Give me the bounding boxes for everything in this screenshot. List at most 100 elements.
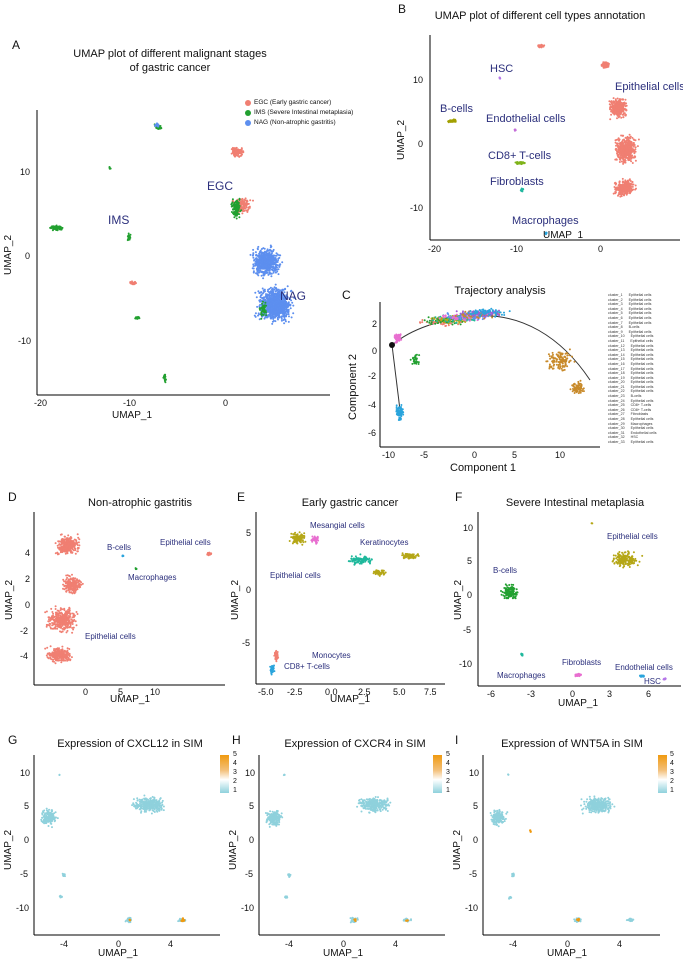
cluster-celltype: Epithelial cells bbox=[628, 315, 652, 320]
cluster-celltype: Epithelial cells bbox=[628, 293, 652, 297]
cluster-celltype: Epithelial cells bbox=[630, 371, 654, 376]
panel-h-ytick: -10 bbox=[241, 903, 255, 913]
cluster-id: cluster_3 bbox=[608, 302, 623, 307]
cluster-id: cluster_24 bbox=[608, 398, 625, 403]
cluster-legend-row: cluster_9 Epithelial cells bbox=[608, 330, 657, 335]
cluster-celltype: Epithelial cells bbox=[630, 426, 654, 431]
panel-e-xtick: -5.0 bbox=[258, 687, 274, 697]
cluster-celltype: Epithelial cells bbox=[628, 320, 652, 325]
cluster-legend-row: cluster_5 Epithelial cells bbox=[608, 311, 657, 316]
cluster-legend-row: cluster_24 Epithelial cells bbox=[608, 399, 657, 404]
cluster-celltype: Epithelial cells bbox=[630, 348, 654, 353]
cluster-legend-row: cluster_23 B-cells bbox=[608, 394, 657, 399]
panel-c-xtick: 10 bbox=[555, 450, 566, 460]
cluster-id: cluster_14 bbox=[608, 352, 625, 357]
panel-c-title: Trajectory analysis bbox=[454, 285, 546, 297]
cluster-celltype: Epithelial cells bbox=[630, 338, 654, 343]
panel-label-b: B bbox=[398, 2, 407, 16]
panel-a-title-line1: UMAP plot of different malignant stages bbox=[73, 48, 267, 60]
e-cd8 bbox=[269, 664, 276, 676]
cluster-celltype: Epithelial cells bbox=[630, 384, 654, 389]
cluster-legend-row: cluster_26 CD8+ T-cells bbox=[608, 408, 657, 413]
b-epi bbox=[600, 61, 610, 69]
cluster-legend-row: cluster_11 Epithelial cells bbox=[608, 339, 657, 344]
cluster-id: cluster_9 bbox=[608, 329, 623, 334]
panel-b-xtick: 0 bbox=[598, 244, 604, 254]
cluster-id: cluster_29 bbox=[608, 421, 625, 426]
panel-c-ytick: -4 bbox=[368, 400, 377, 410]
cluster-id: cluster_28 bbox=[608, 417, 625, 422]
panel-b-ytick: 10 bbox=[413, 75, 424, 85]
panel-a-ytick: 10 bbox=[20, 167, 31, 177]
trajectory-branch bbox=[391, 344, 401, 411]
cluster-ims-mixed bbox=[258, 300, 268, 320]
panel-b-ytick: -10 bbox=[410, 203, 424, 213]
panel-i-cbar-tick: 5 bbox=[670, 751, 674, 758]
cluster-legend-row: cluster_30 Epithelial cells bbox=[608, 426, 657, 431]
f-fibroblasts bbox=[574, 672, 582, 678]
panel-f-xtick: -3 bbox=[527, 689, 536, 699]
cluster-ims-left bbox=[49, 224, 64, 232]
panel-g-colorbar bbox=[220, 755, 229, 793]
cluster-egc bbox=[230, 146, 245, 158]
panel-h-xlabel: UMAP_1 bbox=[323, 948, 364, 959]
panel-a-ytick: 0 bbox=[25, 251, 31, 261]
cluster-legend-row: cluster_12 Epithelial cells bbox=[608, 344, 657, 349]
cluster-celltype: Macrophages bbox=[630, 421, 653, 426]
annotation-bcells: B-cells bbox=[440, 103, 474, 115]
panel-label-d: D bbox=[8, 490, 17, 504]
panel-g-ytick: -5 bbox=[20, 869, 29, 879]
panel-h-ytick: 10 bbox=[245, 768, 256, 778]
cluster-legend-row: cluster_31 Endothelial cells bbox=[608, 431, 657, 436]
panel-a-xtick: -20 bbox=[34, 398, 48, 408]
panel-a-title-line2: of gastric cancer bbox=[129, 62, 211, 74]
panel-h-ytick: -5 bbox=[245, 869, 254, 879]
cluster-celltype: Epithelial cells bbox=[628, 306, 652, 311]
cluster-legend-row: cluster_15 Epithelial cells bbox=[608, 357, 657, 362]
annotation-e-mesangial: Mesangial cells bbox=[310, 521, 365, 530]
panel-h-cbar-tick: 3 bbox=[446, 769, 450, 776]
cluster-celltype: Epithelial cells bbox=[630, 343, 654, 348]
annotation-d-bcells: B-cells bbox=[107, 543, 132, 552]
cluster-id: cluster_17 bbox=[608, 366, 625, 371]
expr-cells bbox=[58, 894, 63, 899]
annotation-e-keratinocytes: Keratinocytes bbox=[360, 538, 409, 547]
annotation-e-monocytes: Monocytes bbox=[312, 651, 351, 660]
panel-b-ytick: 0 bbox=[418, 139, 424, 149]
panel-g-cbar-tick: 3 bbox=[233, 769, 237, 776]
b-macrophages bbox=[544, 231, 548, 236]
panel-c-cluster-legend: cluster_1 Epithelial cells cluster_2 Epithe… bbox=[608, 293, 657, 445]
panel-g-ytick: 5 bbox=[24, 801, 30, 811]
panel-label-a: A bbox=[12, 38, 21, 52]
expr-cells bbox=[40, 807, 59, 829]
b-cd8 bbox=[514, 161, 526, 166]
annotation-f-epithelial: Epithelial cells bbox=[607, 532, 658, 541]
cluster-legend-row: cluster_4 Epithelial cells bbox=[608, 307, 657, 312]
panel-d-xtick: 5 bbox=[118, 687, 124, 697]
cluster-id: cluster_30 bbox=[608, 426, 625, 431]
panel-e-title: Early gastric cancer bbox=[301, 497, 399, 509]
cluster-legend-row: cluster_1 Epithelial cells bbox=[608, 293, 657, 298]
d-epithelial bbox=[62, 573, 84, 595]
annotation-d-macrophages: Macrophages bbox=[128, 573, 177, 582]
f-endothelial bbox=[639, 674, 645, 678]
panel-i-ylabel: UMAP_2 bbox=[452, 829, 463, 870]
expr-high-cells bbox=[405, 919, 409, 922]
annotation-f-hsc: HSC bbox=[644, 677, 661, 686]
cluster-legend-row: cluster_20 Epithelial cells bbox=[608, 380, 657, 385]
panel-g-title: Expression of CXCL12 in SIM bbox=[57, 738, 203, 750]
panel-label-g: G bbox=[8, 733, 18, 747]
panel-i-ytick: -5 bbox=[469, 869, 478, 879]
d-epithelial bbox=[44, 645, 73, 665]
panel-a-xtick: 0 bbox=[223, 398, 229, 408]
e-mesangial bbox=[310, 535, 320, 545]
cluster-celltype: Epithelial cells bbox=[630, 361, 654, 366]
annotation-fibroblasts: Fibroblasts bbox=[490, 176, 544, 188]
cluster-legend-row: cluster_7 Epithelial cells bbox=[608, 321, 657, 326]
b-epi-top bbox=[537, 43, 546, 49]
cluster-celltype: CD8+ T-cells bbox=[630, 403, 652, 408]
annotation-f-endothelial: Endothelial cells bbox=[615, 663, 673, 672]
